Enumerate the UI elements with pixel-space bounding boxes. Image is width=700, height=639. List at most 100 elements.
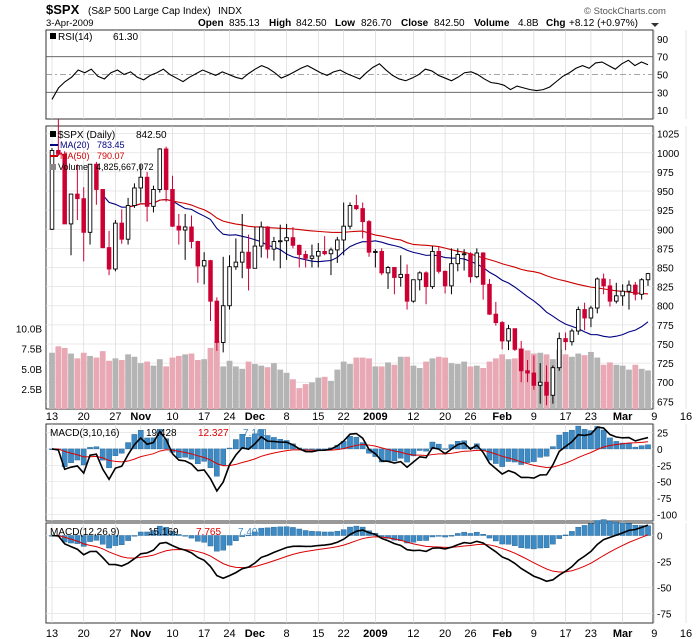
volume-bar xyxy=(448,363,455,409)
macd-fast-histogram-bar xyxy=(562,432,569,450)
macd-slow-histogram-bar xyxy=(264,527,271,536)
macd-fast-histogram-bar xyxy=(423,448,429,452)
macd-slow-histogram-bar xyxy=(226,535,233,546)
volume-bar xyxy=(49,352,55,409)
volume-bar xyxy=(99,351,106,409)
candle-body xyxy=(81,198,86,233)
volume-bar xyxy=(556,349,563,409)
macd-slow-histogram-bar xyxy=(302,530,309,536)
ma50-label: MA(50) xyxy=(60,151,90,161)
macd-slow-histogram-bar xyxy=(474,531,480,536)
x-tick-label: 17 xyxy=(559,411,571,423)
x-tick-label: 8 xyxy=(284,411,290,423)
x-tick-label: 9 xyxy=(531,411,537,423)
volume-bar xyxy=(239,368,246,409)
macd-fast-tick-label: -100 xyxy=(657,510,677,521)
macd-slow-histogram-bar xyxy=(524,535,531,549)
volume-bar xyxy=(492,358,499,409)
candle-body xyxy=(639,279,644,295)
volume-bar xyxy=(194,359,201,409)
candlestick xyxy=(239,213,245,279)
macd-slow-histogram-bar xyxy=(600,519,607,536)
volume-bar xyxy=(232,366,239,409)
macd-slow-histogram-bar xyxy=(87,535,93,542)
candlestick xyxy=(442,270,448,294)
macd-fast-histogram-bar xyxy=(397,448,404,459)
open-value: 835.13 xyxy=(229,18,260,29)
macd-fast-histogram-bar xyxy=(106,448,112,468)
macd-fast-histogram-bar xyxy=(353,436,360,450)
x-tick-label: 9 xyxy=(531,628,537,639)
candlestick xyxy=(360,202,365,239)
x-tick-label: 22 xyxy=(338,628,350,639)
volume-bar xyxy=(340,361,347,409)
candlestick xyxy=(125,197,131,245)
volume-bar xyxy=(87,355,93,409)
candlestick xyxy=(449,248,454,295)
price-tick-label: 1000 xyxy=(657,149,680,160)
x-tick-label: Mar xyxy=(613,411,633,423)
macd-slow-histogram-bar xyxy=(321,531,328,536)
price-tick-label: 775 xyxy=(657,321,674,332)
volume-label: Volume xyxy=(58,162,88,172)
macd-fast-hist-value: 7.101 xyxy=(243,428,268,439)
volume-bar xyxy=(359,357,366,409)
macd-fast-histogram-bar xyxy=(404,448,410,463)
candle-body xyxy=(220,305,226,343)
x-tick-label: 15 xyxy=(312,411,324,423)
volume-bar xyxy=(429,358,436,409)
x-tick-label: 12 xyxy=(407,628,419,639)
macd-slow-histogram-bar xyxy=(169,531,176,536)
x-tick-label: 17 xyxy=(198,628,210,639)
ohlc-summary: Open 835.13 High 842.50 Low 826.70 Close… xyxy=(198,18,638,29)
candlestick xyxy=(208,259,213,322)
candle-body xyxy=(125,205,131,240)
macd-fast-histogram-bar xyxy=(118,448,125,454)
macd-fast-histogram-bar xyxy=(518,448,524,465)
ma20-line xyxy=(102,194,649,338)
macd-slow-histogram-bar xyxy=(182,535,188,537)
macd-slow-histogram-bar xyxy=(328,531,334,536)
macd-slow-histogram-bar xyxy=(581,525,588,536)
volume-bar xyxy=(68,353,74,409)
candlestick xyxy=(411,279,416,303)
x-tick-label: 2009 xyxy=(363,628,387,639)
candlestick xyxy=(531,355,537,390)
volume-bar xyxy=(296,388,303,409)
candle-body xyxy=(271,241,277,250)
candle-body xyxy=(87,163,93,233)
macd-slow-signal-line xyxy=(51,534,649,573)
volume-bar xyxy=(251,364,258,409)
x-tick-label: 26 xyxy=(464,411,476,423)
macd-fast-tick-label: -75 xyxy=(657,494,672,505)
price-tick-label: 800 xyxy=(657,302,674,313)
volume-bar xyxy=(607,362,613,409)
macd-slow-histogram-bar xyxy=(575,526,582,536)
high-value: 842.50 xyxy=(296,18,327,29)
candlestick xyxy=(525,360,530,383)
candle-body xyxy=(354,205,359,210)
volume-bar xyxy=(372,366,379,409)
macd-slow-histogram-bar xyxy=(61,535,68,543)
macd-slow-histogram-bar xyxy=(93,535,100,541)
candlestick xyxy=(550,365,556,404)
candlestick xyxy=(220,256,226,353)
macd-fast-histogram-bar xyxy=(176,448,182,458)
candle-body xyxy=(182,226,188,231)
candle-body xyxy=(360,208,365,223)
candlestick xyxy=(182,213,188,260)
volume-bar xyxy=(118,359,125,409)
candlestick xyxy=(582,302,587,331)
candle-body xyxy=(56,150,61,155)
volume-bar xyxy=(207,347,214,409)
macd-fast-histogram-bar xyxy=(442,448,448,450)
chart-menu-icon[interactable] xyxy=(651,23,659,27)
volume-value: 4.8B xyxy=(518,18,539,29)
candle-body xyxy=(258,226,264,247)
candle-body xyxy=(461,253,467,256)
x-tick-label: 24 xyxy=(223,411,235,423)
macd-slow-histogram-bar xyxy=(385,535,391,539)
macd-slow-histogram-bar xyxy=(296,528,303,536)
volume-bar xyxy=(505,359,512,409)
volume-total: 4,825,667,072 xyxy=(96,162,154,172)
